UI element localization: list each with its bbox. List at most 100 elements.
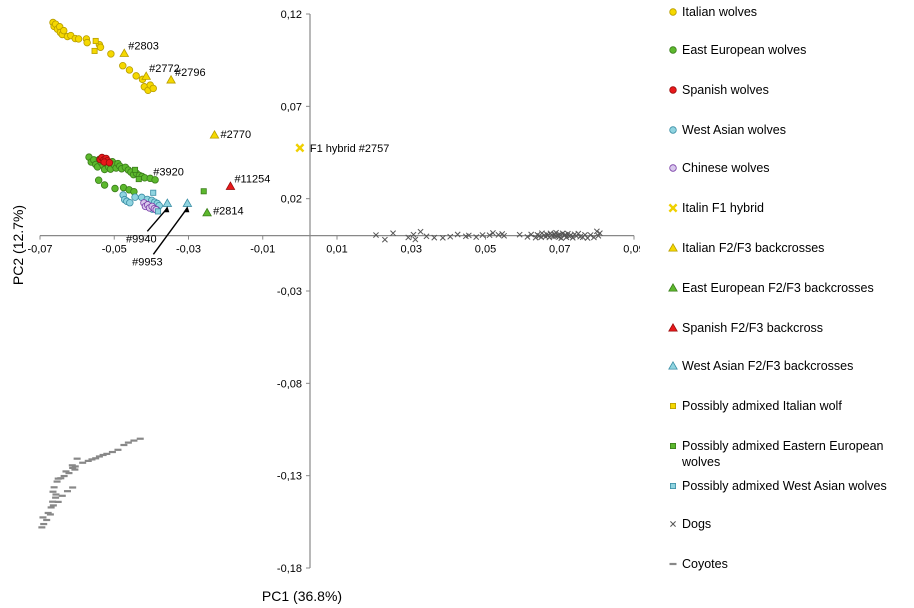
data-point xyxy=(151,176,159,184)
legend-label: Italian F2/F3 backcrosses xyxy=(682,241,825,255)
data-point xyxy=(46,513,54,516)
legend-label: Spanish wolves xyxy=(682,83,769,97)
data-point xyxy=(47,506,55,509)
annotation-arrow xyxy=(152,208,187,255)
data-point xyxy=(88,458,96,461)
legend-label: East European wolves xyxy=(682,43,807,57)
data-point xyxy=(49,490,57,493)
data-point xyxy=(74,35,83,43)
data-point xyxy=(595,232,602,239)
data-point xyxy=(52,493,60,496)
data-point xyxy=(44,511,52,515)
data-point xyxy=(50,486,58,489)
data-point xyxy=(60,26,68,35)
data-point xyxy=(83,38,91,47)
annotation-arrowhead xyxy=(163,206,170,213)
series-possibly-admixed-italian-wolf xyxy=(91,37,99,54)
data-point xyxy=(417,228,424,235)
data-point xyxy=(96,43,105,51)
data-point xyxy=(52,496,60,499)
x-tick-label: -0,01 xyxy=(250,244,275,256)
legend-label: Italian wolves xyxy=(682,5,758,19)
annotation-label: #9940 xyxy=(126,233,157,245)
data-point xyxy=(119,48,130,57)
legend-label: West Asian wolves xyxy=(682,123,786,137)
annotation-label: #2770 xyxy=(220,129,251,141)
series-possibly-admixed-eastern-european-wolves xyxy=(132,166,207,195)
x-tick-label: -0,07 xyxy=(27,244,52,256)
data-point xyxy=(65,471,73,475)
x-tick-label: -0,05 xyxy=(102,244,127,256)
data-point xyxy=(69,466,77,470)
y-tick-label: 0,07 xyxy=(281,101,302,113)
annotation-label: #2803 xyxy=(128,40,159,52)
series-dogs xyxy=(373,228,603,243)
legend-label: Dogs xyxy=(682,517,712,531)
legend-label: Spanish F2/F3 backcross xyxy=(682,321,824,335)
data-point xyxy=(431,234,438,241)
data-point xyxy=(166,74,176,84)
y-tick-label: -0,08 xyxy=(277,378,302,390)
data-point xyxy=(111,184,119,193)
data-point xyxy=(105,158,114,167)
y-tick-label: -0,13 xyxy=(277,471,302,483)
annotation-label: #2772 xyxy=(149,63,180,75)
data-points xyxy=(38,18,603,529)
data-point xyxy=(132,72,140,80)
data-point xyxy=(60,474,68,478)
data-point xyxy=(465,232,472,239)
data-point xyxy=(69,486,77,489)
data-point xyxy=(155,208,162,215)
data-point xyxy=(95,455,103,458)
data-point xyxy=(130,439,138,442)
data-point xyxy=(150,189,157,196)
legend-label: Possibly admixed West Asian wolves xyxy=(682,479,887,493)
data-point xyxy=(182,198,193,207)
data-point xyxy=(125,66,134,74)
data-point xyxy=(92,37,99,44)
legend-marker-icon xyxy=(668,282,678,292)
series-east-european-f2-f3-backcrosses xyxy=(202,207,212,217)
data-point xyxy=(94,176,103,184)
legend-marker-icon xyxy=(668,242,678,252)
series-italian-f2-f3-backcrosses xyxy=(119,48,220,139)
data-point xyxy=(126,199,134,207)
data-point xyxy=(79,461,87,464)
data-point xyxy=(100,181,109,189)
x-axis-label: PC1 (36.8%) xyxy=(262,588,342,604)
data-point xyxy=(454,231,461,238)
data-point xyxy=(131,193,139,201)
x-tick-label: 0,01 xyxy=(326,244,347,256)
annotation-label: #11254 xyxy=(234,173,270,185)
data-point xyxy=(58,494,66,497)
legend-marker-icon xyxy=(669,126,677,134)
data-point xyxy=(135,176,142,183)
data-point xyxy=(524,233,531,240)
data-point xyxy=(141,71,152,80)
legend-label: Coyotes xyxy=(682,557,728,571)
data-point xyxy=(593,228,600,235)
legend-marker-icon xyxy=(668,203,678,213)
y-tick-label: -0,18 xyxy=(277,563,302,575)
series-chinese-wolves xyxy=(140,199,160,214)
annotation-label: #3920 xyxy=(153,166,184,178)
axes: -0,07 -0,05 -0,03 -0,01 0,01 0,03 0,05 0,07 0,09… xyxy=(27,9,640,575)
series-coyotes xyxy=(38,437,144,529)
data-point xyxy=(99,453,107,457)
data-point xyxy=(200,188,207,195)
data-point xyxy=(73,457,81,460)
data-point xyxy=(124,441,132,444)
data-point xyxy=(447,233,454,240)
data-point xyxy=(54,477,62,480)
y-tick-label: 0,12 xyxy=(281,9,302,21)
data-point xyxy=(49,504,57,507)
legend-marker-icon xyxy=(670,403,676,409)
legend-marker-icon xyxy=(669,8,677,16)
data-point xyxy=(209,129,220,139)
data-point xyxy=(108,450,116,454)
data-point xyxy=(38,526,46,529)
series-possibly-admixed-west-asian-wolves xyxy=(150,189,162,215)
data-point xyxy=(119,62,127,70)
data-point xyxy=(53,480,61,483)
legend-label: Italin F1 hybrid xyxy=(682,201,764,215)
